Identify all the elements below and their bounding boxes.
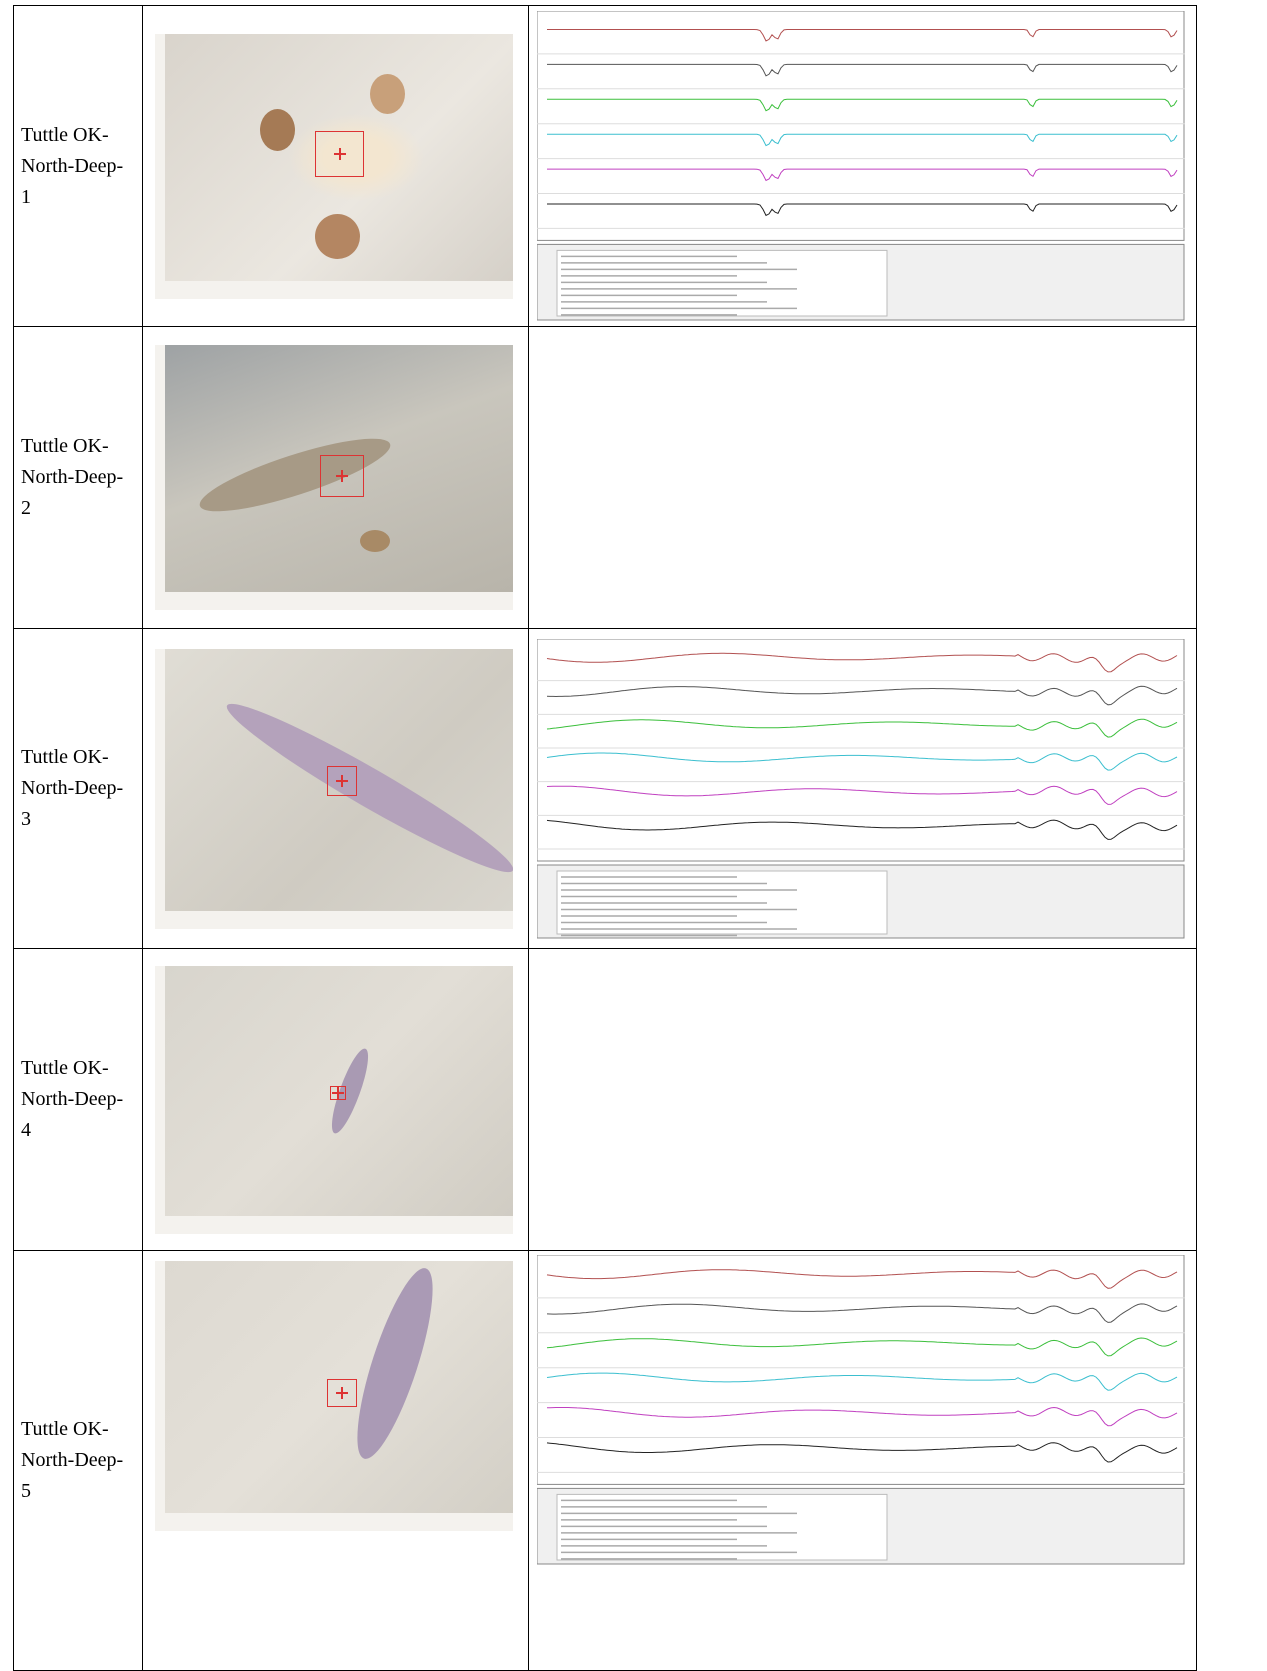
decoration <box>546 1303 1178 1323</box>
decoration <box>546 819 1178 840</box>
micrograph <box>155 965 513 1234</box>
sample-label: Tuttle OK-North-Deep-1 <box>21 123 124 208</box>
photo-cell <box>142 628 529 949</box>
decoration <box>537 11 1185 241</box>
decoration <box>546 785 1178 805</box>
sample-cell: Tuttle OK-North-Deep-4 <box>13 948 143 1251</box>
table-row: Tuttle OK-North-Deep-3 <box>13 628 1197 949</box>
sample-cell: Tuttle OK-North-Deep-1 <box>13 5 143 327</box>
micrograph <box>155 33 513 299</box>
sample-label: Tuttle OK-North-Deep-4 <box>21 1057 124 1141</box>
spectrum-cell <box>528 628 1197 949</box>
table-row: Tuttle OK-North-Deep-5 <box>13 1250 1197 1671</box>
decoration <box>546 718 1178 738</box>
sample-label: Tuttle OK-North-Deep-5 <box>21 1418 124 1502</box>
decoration <box>547 98 1178 112</box>
spectrum-panel <box>537 11 1185 321</box>
micrograph <box>155 1260 513 1531</box>
decoration <box>546 752 1178 771</box>
decoration <box>546 1269 1178 1289</box>
decoration <box>546 1442 1178 1463</box>
decoration <box>547 203 1178 217</box>
table-row: Tuttle OK-North-Deep-2 <box>13 326 1197 629</box>
decoration <box>546 1406 1178 1427</box>
spectrum-cell <box>528 948 1197 1251</box>
decoration <box>547 29 1178 42</box>
spectrum-panel <box>537 638 1185 938</box>
decoration <box>537 1255 1185 1485</box>
decoration <box>546 652 1178 672</box>
photo-cell <box>142 1250 529 1671</box>
table-row: Tuttle OK-North-Deep-1 <box>13 5 1197 327</box>
decoration <box>546 1337 1178 1357</box>
decoration <box>556 1493 888 1561</box>
sample-label: Tuttle OK-North-Deep-2 <box>21 435 124 519</box>
decoration <box>547 63 1178 77</box>
sample-cell: Tuttle OK-North-Deep-2 <box>13 326 143 629</box>
results-table: Tuttle OK-North-Deep-1 Tuttle OK-North-D… <box>13 5 1197 1671</box>
photo-cell <box>142 948 529 1251</box>
micrograph <box>155 345 513 610</box>
decoration <box>547 168 1178 182</box>
decoration <box>537 638 1185 861</box>
micrograph <box>155 648 513 929</box>
spectrum-cell <box>528 326 1197 629</box>
sample-label: Tuttle OK-North-Deep-3 <box>21 746 124 830</box>
photo-cell <box>142 5 529 327</box>
decoration <box>546 685 1178 705</box>
spectrum-panel <box>537 1255 1185 1565</box>
sample-cell: Tuttle OK-North-Deep-5 <box>13 1250 143 1671</box>
table-row: Tuttle OK-North-Deep-4 <box>13 948 1197 1251</box>
photo-cell <box>142 326 529 629</box>
sample-cell: Tuttle OK-North-Deep-3 <box>13 628 143 949</box>
spectrum-cell <box>528 1250 1197 1671</box>
decoration <box>547 133 1178 147</box>
decoration <box>546 1372 1178 1391</box>
decoration <box>556 249 888 317</box>
spectrum-cell <box>528 5 1197 327</box>
